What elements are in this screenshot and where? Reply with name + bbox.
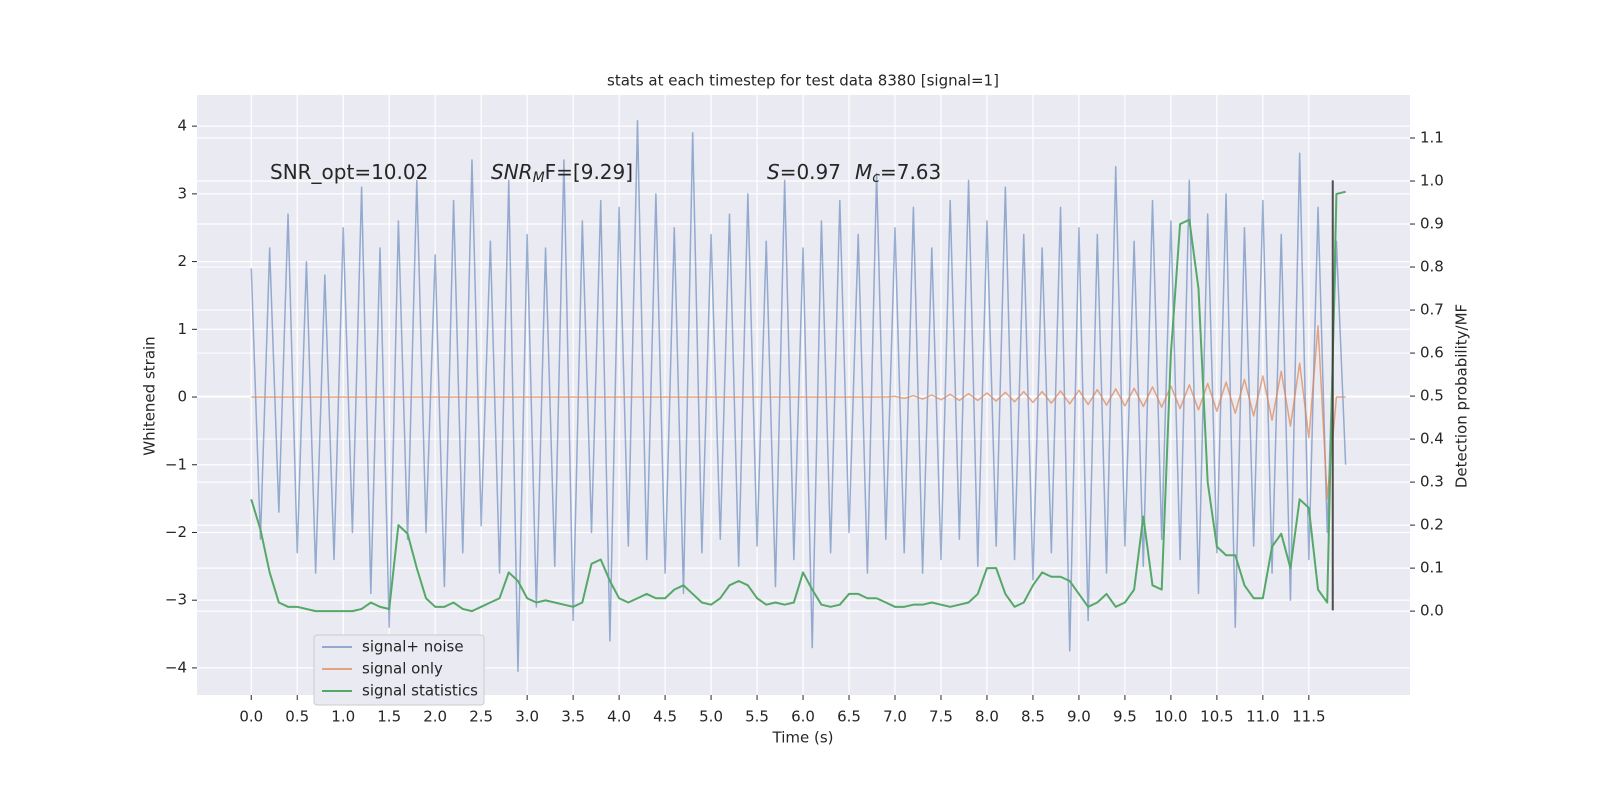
- y-tick-label: 0: [177, 388, 187, 406]
- y2-tick-label: 0.1: [1420, 559, 1444, 577]
- x-tick-label: 3.0: [515, 708, 539, 726]
- annotation-part: =7.63: [880, 160, 941, 184]
- y2-tick-label: 0.5: [1420, 387, 1444, 405]
- y-tick-label: −4: [165, 658, 187, 676]
- y2-tick-label: 1.0: [1420, 172, 1444, 190]
- y2-tick-label: 1.1: [1420, 129, 1444, 147]
- y-tick-label: −3: [165, 591, 187, 609]
- x-tick-label: 6.0: [791, 708, 815, 726]
- x-tick-label: 4.0: [607, 708, 631, 726]
- y-tick-label: −2: [165, 523, 187, 541]
- x-tick-label: 9.0: [1067, 708, 1091, 726]
- x-tick-label: 0.0: [239, 708, 263, 726]
- y2-axis-label: Detection probability/MF: [1453, 304, 1471, 488]
- y2-tick-label: 0.9: [1420, 215, 1444, 233]
- annotation-part: M: [855, 160, 872, 184]
- annotation: SNR_opt=10.02: [270, 160, 428, 184]
- annotation-part: SNR: [491, 160, 533, 184]
- x-tick-label: 6.5: [837, 708, 861, 726]
- x-tick-label: 2.5: [469, 708, 493, 726]
- y-tick-label: 4: [177, 117, 187, 135]
- legend-label: signal+ noise: [362, 638, 464, 656]
- x-tick-label: 5.0: [699, 708, 723, 726]
- annotation-part: M: [533, 170, 545, 186]
- x-tick-label: 9.5: [1113, 708, 1137, 726]
- legend-box: [313, 634, 485, 706]
- x-tick-label: 7.5: [929, 708, 953, 726]
- x-tick-label: 8.0: [975, 708, 999, 726]
- series-line: [250, 119, 1347, 673]
- y-tick-label: 3: [177, 184, 187, 202]
- annotation-part: F=[9.29]: [545, 160, 633, 184]
- x-tick-label: 11.0: [1246, 708, 1279, 726]
- x-axis-label: Time (s): [772, 729, 834, 747]
- x-tick-label: 7.0: [883, 708, 907, 726]
- x-tick-label: 3.5: [561, 708, 585, 726]
- legend-label: signal statistics: [362, 682, 478, 700]
- y-axis-label: Whitened strain: [141, 336, 159, 455]
- series-line: [250, 190, 1346, 613]
- y2-tick-label: 0.2: [1420, 516, 1444, 534]
- annotation: S=0.97 Mc=7.63: [767, 160, 941, 187]
- y2-tick-label: 0.7: [1420, 301, 1444, 319]
- annotation-part: =0.97: [780, 160, 841, 184]
- x-tick-label: 2.0: [423, 708, 447, 726]
- x-tick-label: 1.5: [377, 708, 401, 726]
- y2-tick-label: 0.6: [1420, 344, 1444, 362]
- y2-tick-label: 0.3: [1420, 473, 1444, 491]
- legend-label: signal only: [362, 660, 443, 678]
- chart-title: stats at each timestep for test data 838…: [607, 72, 999, 90]
- x-tick-label: 1.0: [331, 708, 355, 726]
- x-tick-label: 8.5: [1021, 708, 1045, 726]
- y2-tick-label: 0.0: [1420, 602, 1444, 620]
- y-tick-label: −1: [165, 455, 187, 473]
- y-tick-label: 2: [177, 252, 187, 270]
- annotation-part: c: [872, 170, 880, 186]
- x-tick-label: 11.5: [1292, 708, 1325, 726]
- x-tick-label: 10.0: [1154, 708, 1187, 726]
- y2-tick-label: 0.8: [1420, 258, 1444, 276]
- x-tick-label: 4.5: [653, 708, 677, 726]
- annotation-part: S: [767, 160, 780, 184]
- y2-tick-label: 0.4: [1420, 430, 1444, 448]
- x-tick-label: 0.5: [285, 708, 309, 726]
- x-tick-label: 5.5: [745, 708, 769, 726]
- series-line: [251, 325, 1346, 500]
- x-tick-label: 10.5: [1200, 708, 1233, 726]
- annotation: SNRMF=[9.29]: [491, 160, 633, 187]
- y-tick-label: 1: [177, 320, 187, 338]
- annotation-part: SNR_opt=10.02: [270, 160, 428, 184]
